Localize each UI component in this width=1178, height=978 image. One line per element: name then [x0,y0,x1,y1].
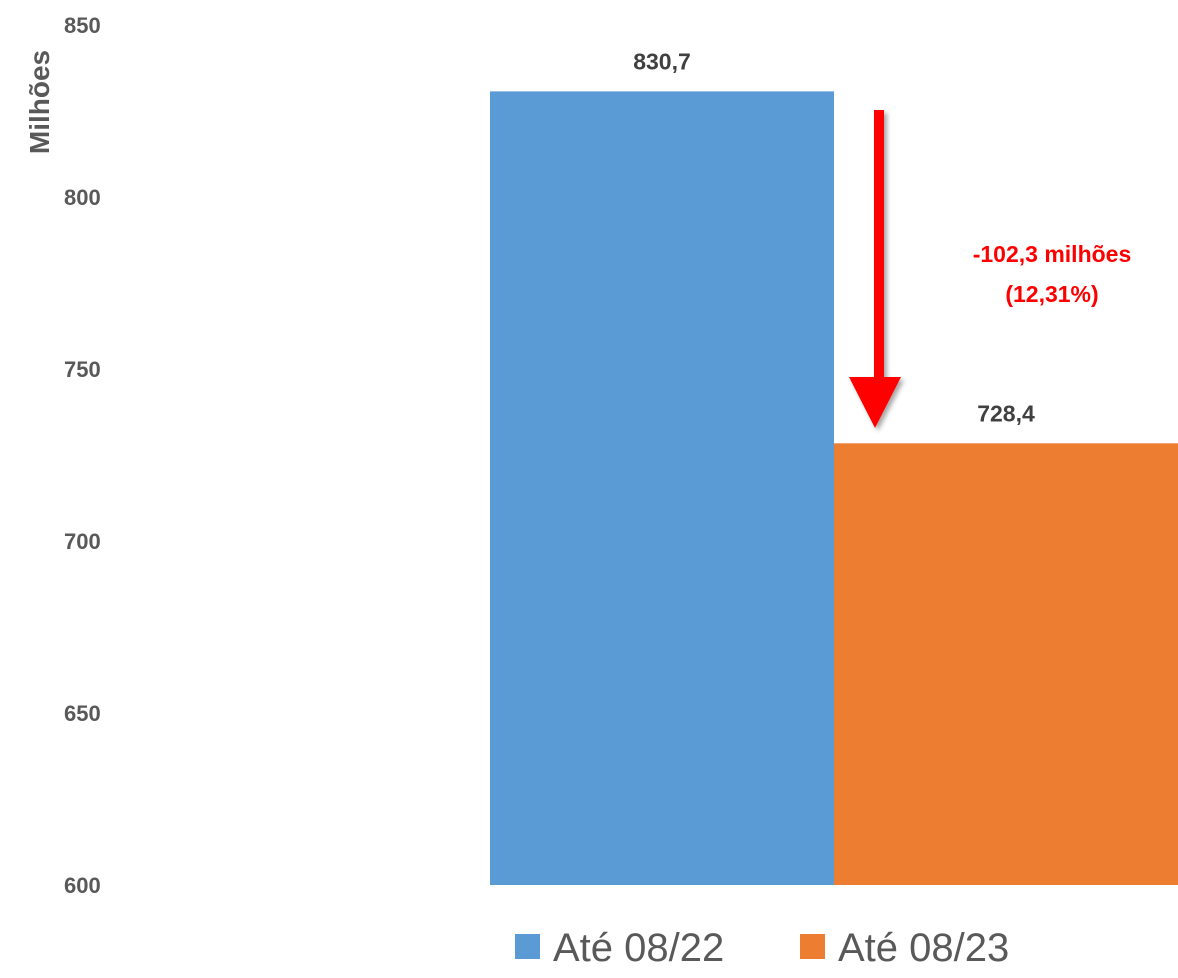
data-labels: 830,7 728,4 [633,48,1035,426]
data-label-1: 830,7 [633,48,691,74]
legend-swatch-1 [515,934,540,959]
data-label-2: 728,4 [977,400,1035,426]
annotation-line-2: (12,31%) [1005,281,1098,307]
y-tick-label: 700 [64,529,101,554]
change-annotation-text: -102,3 milhões (12,31%) [973,241,1132,307]
change-annotation: -102,3 milhões (12,31%) [849,110,1131,428]
legend-label-1: Até 08/22 [553,926,724,970]
annotation-line-1: -102,3 milhões [973,241,1132,267]
y-axis: 600 650 700 750 800 850 [64,13,101,898]
y-axis-title: Milhões [24,50,55,154]
bars [490,91,1178,886]
y-tick-label: 800 [64,185,101,210]
y-tick-label: 650 [64,701,101,726]
y-tick-label: 750 [64,357,101,382]
y-tick-label: 850 [64,13,101,38]
legend: Até 08/22 Até 08/23 [515,926,1009,970]
legend-label-2: Até 08/23 [838,926,1009,970]
bar-2 [834,443,1178,885]
down-arrow-icon [849,110,901,428]
y-tick-label: 600 [64,873,101,898]
legend-swatch-2 [800,934,825,959]
bar-1 [490,91,834,886]
